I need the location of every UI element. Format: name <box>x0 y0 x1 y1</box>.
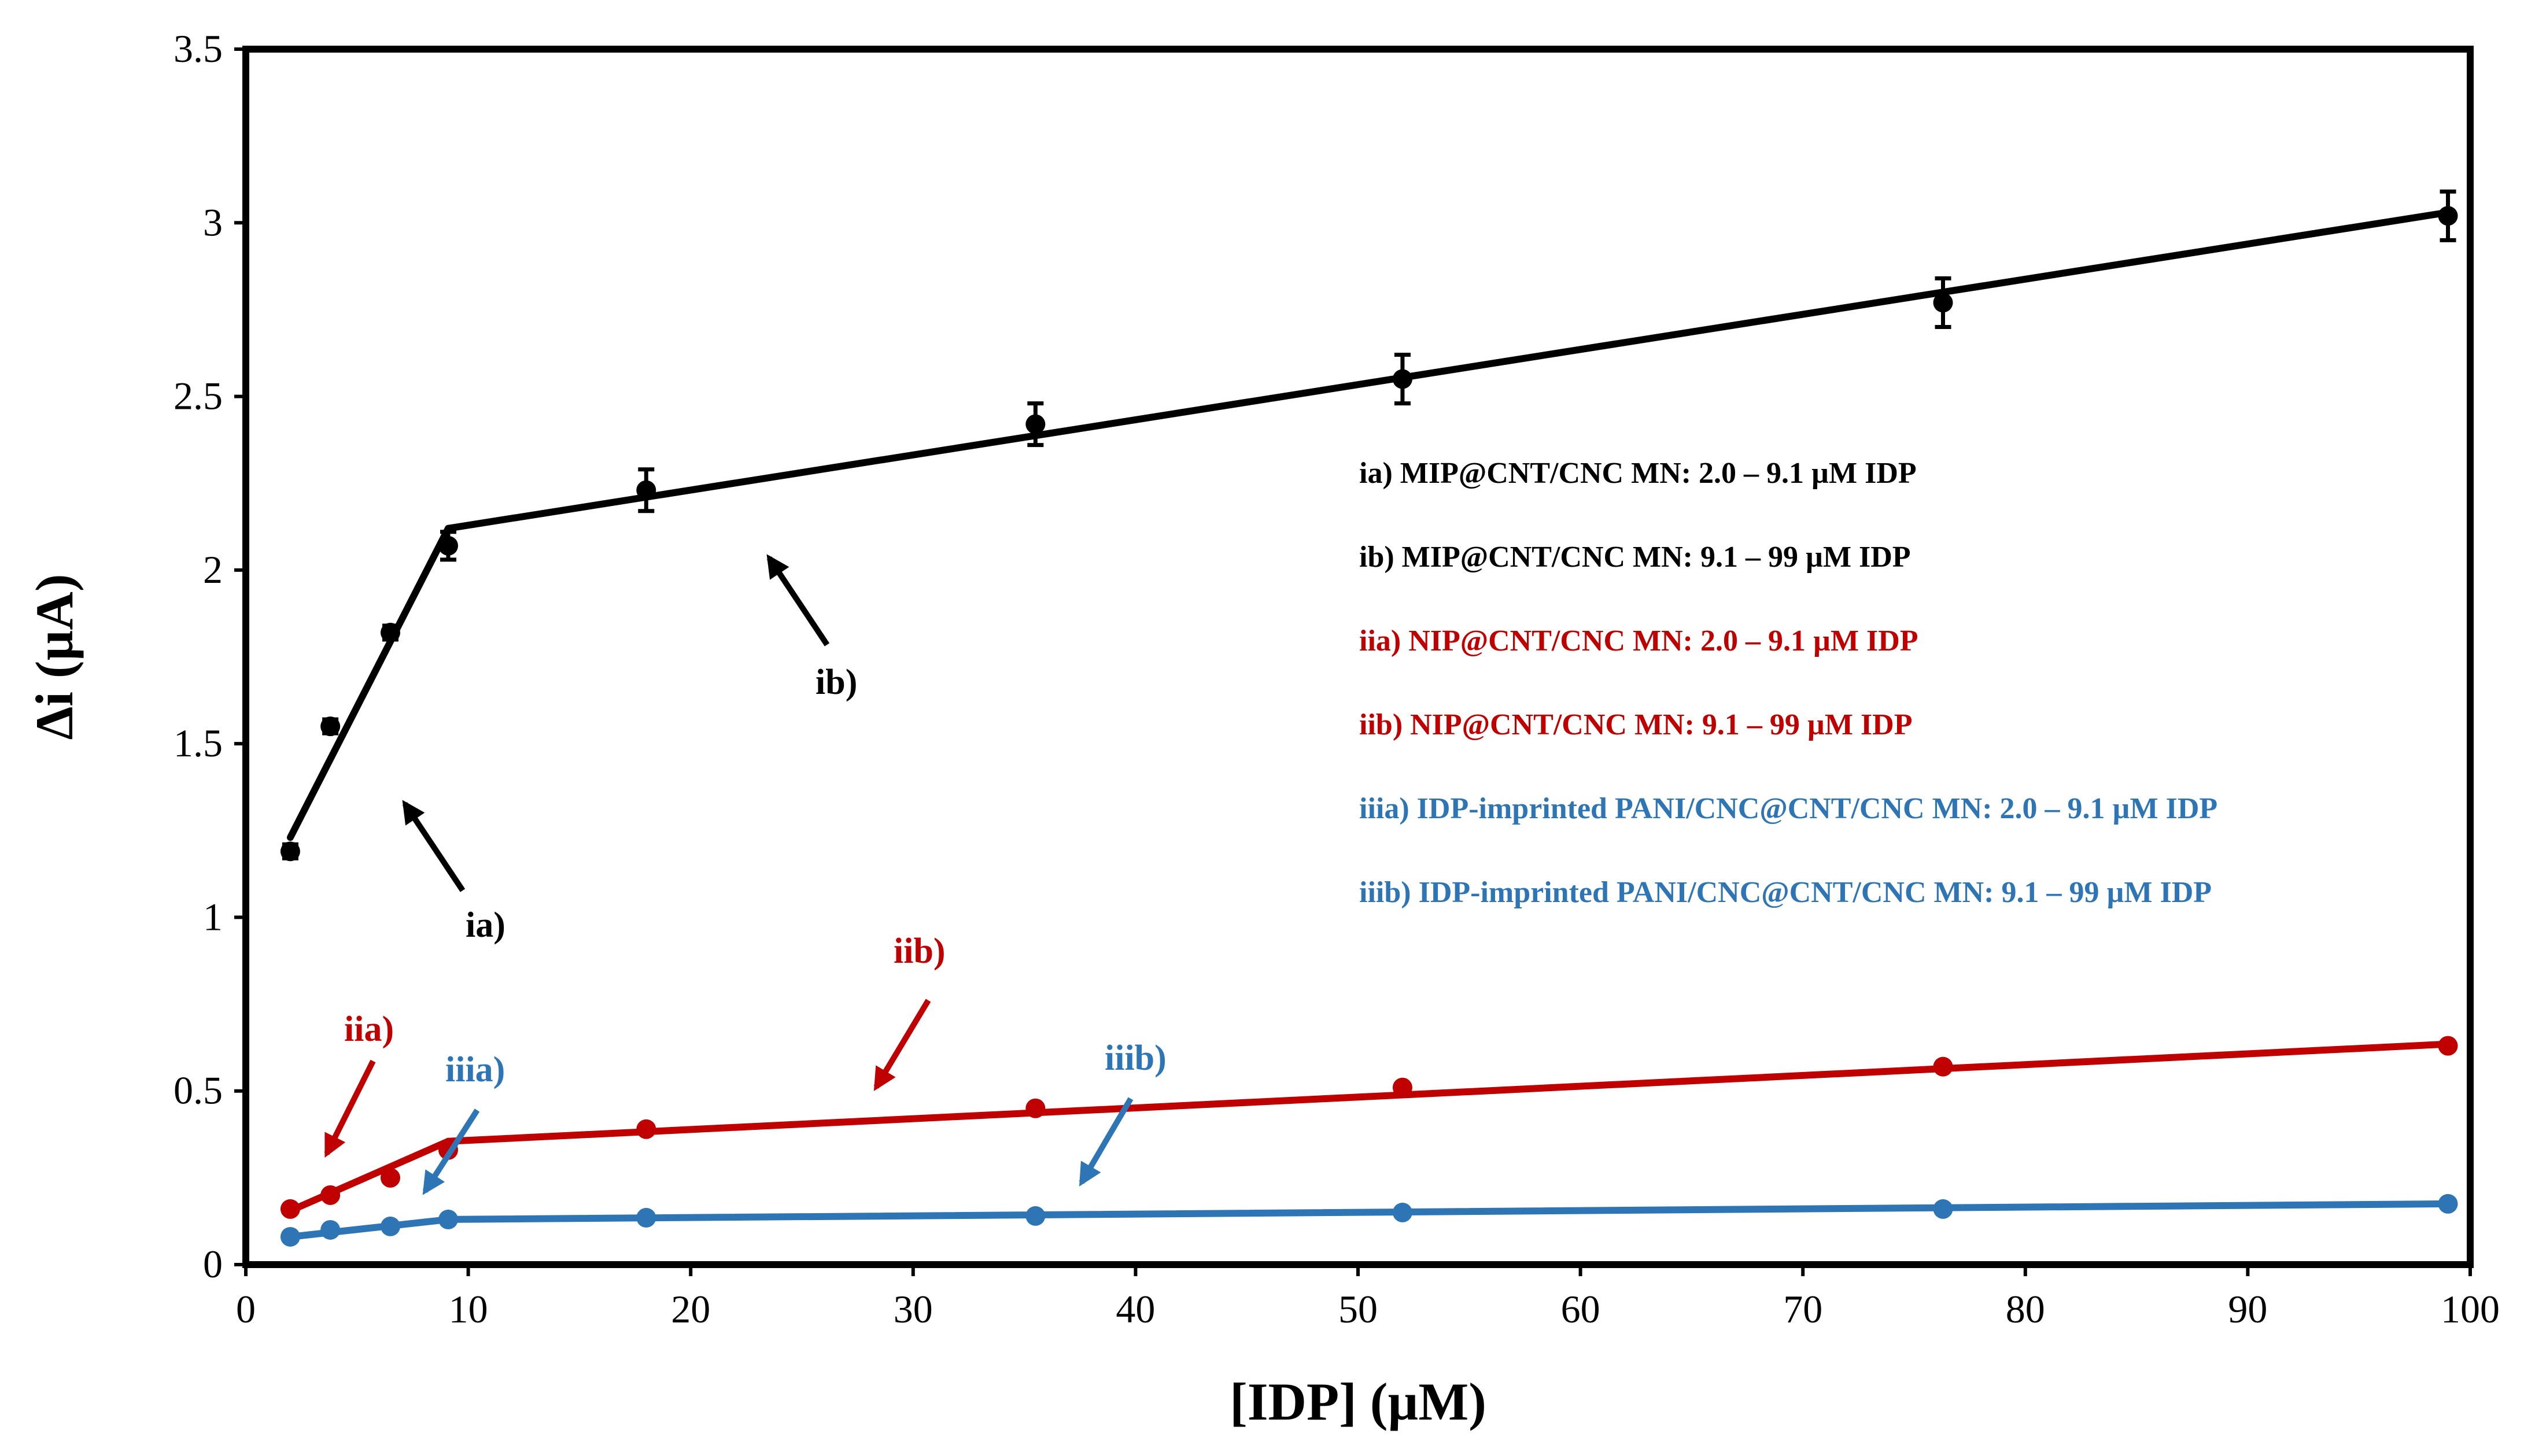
legend-entry-iiib: iiib) IDP-imprinted PANI/CNC@CNT/CNC MN:… <box>1359 876 2212 909</box>
y-tick-label: 3.5 <box>174 27 223 71</box>
data-point-mip <box>636 480 656 500</box>
fit-line-nip-low <box>286 1137 452 1214</box>
data-point-pani <box>320 1220 341 1240</box>
annotation-arrow-iiib <box>1079 1097 1134 1187</box>
fit-line-pani-high <box>444 1200 2452 1223</box>
data-point-nip <box>2438 1036 2458 1056</box>
data-point-pani <box>2438 1193 2458 1214</box>
data-point-pani <box>636 1207 656 1228</box>
data-point-pani <box>380 1216 400 1236</box>
annotation-label-iiib: iiib) <box>1105 1039 1167 1078</box>
annotation-label-iiia: iiia) <box>445 1050 505 1089</box>
legend-entry-ia: ia) MIP@CNT/CNC MN: 2.0 – 9.1 µM IDP <box>1359 457 1917 490</box>
data-point-mip <box>1392 369 1412 389</box>
x-tick-label: 30 <box>894 1287 933 1331</box>
x-tick-label: 0 <box>236 1287 256 1331</box>
y-axis-ticks: 0 0.5 1 1.5 2 2.5 3 3.5 <box>174 27 246 1286</box>
y-tick-label: 3 <box>203 200 223 244</box>
data-point-mip <box>1933 293 1953 313</box>
legend-entry-iia: iia) NIP@CNT/CNC MN: 2.0 – 9.1 µM IDP <box>1359 624 1918 657</box>
annotation-arrow-iib <box>873 999 931 1091</box>
annotation-arrow-ia <box>402 800 466 892</box>
x-axis-ticks: 0 10 20 30 40 50 60 70 80 90 100 <box>236 1265 2500 1331</box>
data-point-mip <box>438 535 458 556</box>
data-point-mip <box>2438 206 2458 226</box>
data-point-pani <box>280 1226 300 1247</box>
y-tick-label: 1.5 <box>174 721 223 765</box>
fit-line-mip-high <box>444 209 2452 532</box>
x-tick-label: 10 <box>449 1287 488 1331</box>
data-point-nip <box>636 1119 656 1139</box>
annotation-label-iib: iib) <box>894 932 946 971</box>
annotation-label-iia: iia) <box>344 1010 394 1049</box>
data-point-mip <box>380 622 400 642</box>
x-tick-label: 50 <box>1338 1287 1378 1331</box>
fit-lines <box>286 209 2452 1240</box>
plot-area-frame <box>242 46 2474 1268</box>
data-point-pani <box>1392 1202 1412 1222</box>
annotation-label-ia: ia) <box>466 906 505 945</box>
annotations: ia) ib) iia) iib) iiia) iiib) <box>324 554 1167 1195</box>
annotation-arrow-iia <box>324 1059 376 1158</box>
x-axis-title: [IDP] (µM) <box>1230 1372 1486 1431</box>
x-tick-label: 60 <box>1561 1287 1600 1331</box>
data-point-nip <box>320 1185 341 1205</box>
data-point-pani <box>1933 1199 1953 1219</box>
x-tick-label: 80 <box>2006 1287 2045 1331</box>
data-points <box>280 206 2458 1247</box>
data-point-nip <box>1392 1077 1412 1097</box>
fit-line-mip-low <box>286 524 452 841</box>
data-point-nip <box>280 1199 300 1219</box>
x-tick-label: 20 <box>671 1287 710 1331</box>
x-tick-label: 40 <box>1116 1287 1155 1331</box>
data-point-nip <box>1025 1098 1046 1118</box>
data-point-mip <box>280 841 300 862</box>
data-point-pani <box>1025 1206 1046 1226</box>
y-tick-label: 0 <box>203 1242 223 1286</box>
y-tick-label: 2.5 <box>174 374 223 418</box>
error-bars <box>282 189 2456 860</box>
y-tick-label: 0.5 <box>174 1069 223 1113</box>
annotation-arrow-iiia <box>422 1108 480 1195</box>
fit-line-pani-low <box>286 1215 452 1240</box>
legend-entry-iiia: iiia) IDP-imprinted PANI/CNC@CNT/CNC MN:… <box>1359 792 2217 825</box>
y-tick-label: 1 <box>203 895 223 938</box>
x-tick-label: 100 <box>2441 1287 2500 1331</box>
legend: ia) MIP@CNT/CNC MN: 2.0 – 9.1 µM IDP ib)… <box>1359 457 2217 909</box>
data-point-mip <box>320 716 341 737</box>
annotation-label-ib: ib) <box>815 663 857 702</box>
x-tick-label: 90 <box>2228 1287 2267 1331</box>
legend-entry-iib: iib) NIP@CNT/CNC MN: 9.1 – 99 µM IDP <box>1359 708 1913 741</box>
legend-entry-ib: ib) MIP@CNT/CNC MN: 9.1 – 99 µM IDP <box>1359 541 1911 574</box>
data-point-nip <box>380 1167 400 1188</box>
data-point-mip <box>1025 414 1046 434</box>
data-point-nip <box>1933 1056 1953 1077</box>
x-tick-label: 70 <box>1783 1287 1822 1331</box>
fit-line-nip-high <box>444 1040 2452 1145</box>
data-point-pani <box>438 1209 458 1229</box>
annotation-arrow-ib <box>766 554 830 646</box>
y-tick-label: 2 <box>203 548 223 592</box>
y-axis-title: Δi (µA) <box>25 574 84 740</box>
